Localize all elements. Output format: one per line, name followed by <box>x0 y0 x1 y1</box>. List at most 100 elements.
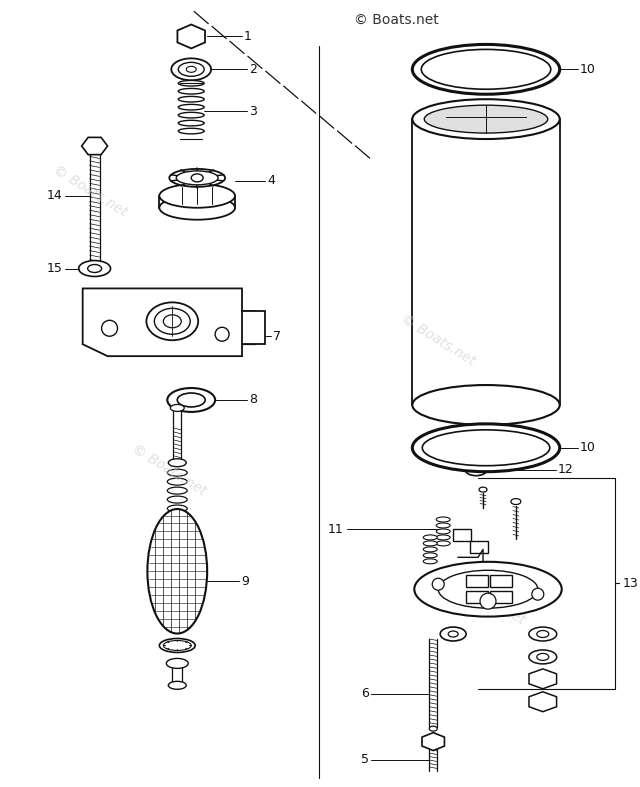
Circle shape <box>432 578 444 590</box>
Ellipse shape <box>159 196 235 220</box>
Ellipse shape <box>412 424 560 471</box>
Polygon shape <box>422 733 444 751</box>
Ellipse shape <box>423 547 437 552</box>
Text: 2: 2 <box>249 63 257 76</box>
Text: © Boats.net: © Boats.net <box>353 13 438 27</box>
Text: 9: 9 <box>241 575 249 588</box>
Ellipse shape <box>167 388 215 412</box>
Ellipse shape <box>168 459 186 467</box>
Ellipse shape <box>179 120 204 126</box>
Text: 4: 4 <box>267 175 275 187</box>
Ellipse shape <box>188 34 195 39</box>
Text: 6: 6 <box>362 687 369 700</box>
Ellipse shape <box>179 80 204 86</box>
Ellipse shape <box>538 676 548 682</box>
Circle shape <box>532 588 544 600</box>
Ellipse shape <box>423 535 437 540</box>
Ellipse shape <box>448 631 458 637</box>
Ellipse shape <box>412 385 560 425</box>
Ellipse shape <box>423 552 437 558</box>
Ellipse shape <box>537 653 548 660</box>
Text: 13: 13 <box>623 577 638 589</box>
Ellipse shape <box>154 309 190 334</box>
Ellipse shape <box>177 393 205 407</box>
Text: 1: 1 <box>244 30 252 43</box>
Ellipse shape <box>147 509 207 634</box>
Ellipse shape <box>167 478 188 485</box>
Ellipse shape <box>172 58 211 80</box>
Ellipse shape <box>167 469 188 476</box>
Bar <box>490 591 512 603</box>
Ellipse shape <box>412 99 560 139</box>
Text: 15: 15 <box>47 262 63 275</box>
Polygon shape <box>177 24 205 49</box>
Ellipse shape <box>438 571 538 608</box>
Circle shape <box>215 327 229 342</box>
Ellipse shape <box>79 260 111 276</box>
Ellipse shape <box>179 88 204 94</box>
Ellipse shape <box>423 559 437 563</box>
Polygon shape <box>82 138 108 154</box>
Ellipse shape <box>511 499 521 504</box>
Ellipse shape <box>167 496 188 503</box>
Ellipse shape <box>179 62 204 76</box>
Ellipse shape <box>436 541 450 546</box>
Ellipse shape <box>170 405 184 412</box>
Polygon shape <box>242 312 265 344</box>
Ellipse shape <box>529 627 557 641</box>
Bar <box>490 575 512 587</box>
Ellipse shape <box>147 302 198 340</box>
Ellipse shape <box>436 523 450 528</box>
Ellipse shape <box>424 105 548 133</box>
Ellipse shape <box>179 97 204 102</box>
Bar <box>470 541 488 553</box>
Ellipse shape <box>537 630 548 637</box>
Ellipse shape <box>179 128 204 134</box>
Text: 10: 10 <box>580 63 595 76</box>
Ellipse shape <box>163 641 191 650</box>
Text: 11: 11 <box>328 523 344 536</box>
Ellipse shape <box>538 699 548 704</box>
Ellipse shape <box>185 32 197 41</box>
Ellipse shape <box>429 726 437 731</box>
Ellipse shape <box>163 315 181 327</box>
Ellipse shape <box>167 487 188 494</box>
Text: 12: 12 <box>557 464 573 476</box>
Ellipse shape <box>88 264 102 272</box>
Text: © Boats.net: © Boats.net <box>130 442 209 498</box>
Ellipse shape <box>170 169 225 187</box>
Ellipse shape <box>176 171 218 185</box>
Ellipse shape <box>186 66 196 72</box>
Text: 14: 14 <box>47 190 63 202</box>
Ellipse shape <box>166 659 188 668</box>
Text: 10: 10 <box>580 442 595 454</box>
Ellipse shape <box>479 487 487 492</box>
Ellipse shape <box>159 638 195 652</box>
Ellipse shape <box>167 505 188 512</box>
Polygon shape <box>529 669 557 689</box>
Ellipse shape <box>440 627 466 641</box>
Ellipse shape <box>191 174 203 182</box>
Circle shape <box>102 320 118 336</box>
Bar <box>453 530 471 541</box>
Ellipse shape <box>168 682 186 689</box>
Polygon shape <box>529 692 557 711</box>
Text: © Boats.net: © Boats.net <box>50 162 129 220</box>
Polygon shape <box>83 288 255 357</box>
Ellipse shape <box>529 650 557 664</box>
Ellipse shape <box>412 44 560 94</box>
Text: © Boats.net: © Boats.net <box>449 571 527 627</box>
Circle shape <box>480 593 496 609</box>
Ellipse shape <box>422 736 444 748</box>
Ellipse shape <box>86 140 104 152</box>
Text: 3: 3 <box>249 105 257 117</box>
Bar <box>466 575 488 587</box>
Ellipse shape <box>436 535 450 540</box>
Text: 7: 7 <box>273 330 281 342</box>
Text: 8: 8 <box>249 394 257 406</box>
Text: 5: 5 <box>362 753 369 766</box>
Ellipse shape <box>422 430 550 466</box>
Ellipse shape <box>414 562 562 616</box>
Text: © Boats.net: © Boats.net <box>399 312 478 368</box>
Ellipse shape <box>159 184 235 208</box>
